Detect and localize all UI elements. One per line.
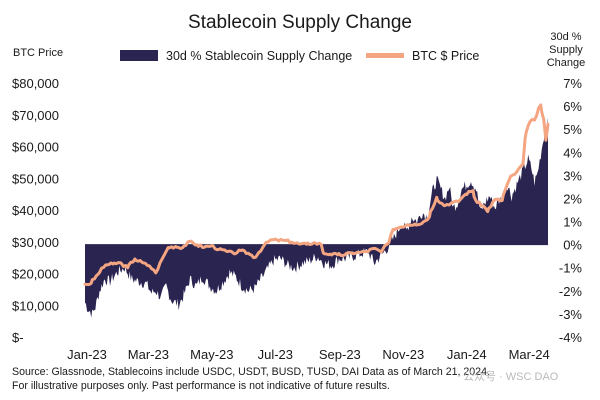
right-tick-label: 2% bbox=[563, 191, 582, 206]
left-tick-label: $50,000 bbox=[12, 171, 59, 186]
right-axis-title-line-3: Change bbox=[547, 57, 586, 69]
right-tick-label: -1% bbox=[559, 261, 583, 276]
x-tick-label: Jan-23 bbox=[67, 347, 107, 362]
left-tick-label: $80,000 bbox=[12, 76, 59, 91]
right-tick-label: 3% bbox=[563, 168, 582, 183]
right-axis-title-line-2: Supply bbox=[549, 44, 583, 56]
stablecoin-supply-area bbox=[85, 117, 548, 318]
x-tick-label: Jul-23 bbox=[258, 347, 293, 362]
chart-title: Stablecoin Supply Change bbox=[188, 12, 412, 33]
right-tick-label: -4% bbox=[559, 330, 583, 345]
legend-swatch-btc bbox=[366, 53, 404, 58]
left-tick-label: $10,000 bbox=[12, 298, 59, 313]
right-axis: 7% 6% 5% 4% 3% 2% 1% 0% -1% -2% -3% -4% bbox=[559, 76, 583, 345]
x-tick-label: May-23 bbox=[190, 347, 233, 362]
right-tick-label: 5% bbox=[563, 122, 582, 137]
x-tick-label: Jan-24 bbox=[447, 347, 487, 362]
left-tick-label: $60,000 bbox=[12, 140, 59, 155]
watermark: 公众号 · WSC DAO bbox=[463, 371, 559, 383]
x-tick-label: Nov-23 bbox=[382, 347, 424, 362]
x-tick-label: Mar-23 bbox=[128, 347, 169, 362]
right-tick-label: 4% bbox=[563, 145, 582, 160]
right-tick-label: 7% bbox=[563, 76, 582, 91]
right-tick-label: 6% bbox=[563, 99, 582, 114]
disclaimer-footnote: For illustrative purposes only. Past per… bbox=[12, 380, 390, 392]
left-tick-label: $- bbox=[12, 330, 24, 345]
x-tick-label: Mar-24 bbox=[509, 347, 550, 362]
legend-swatch-stablecoin bbox=[120, 50, 158, 61]
x-tick-label: Sep-23 bbox=[319, 347, 361, 362]
left-axis-title: BTC Price bbox=[13, 47, 63, 59]
x-axis: Jan-23 Mar-23 May-23 Jul-23 Sep-23 Nov-23 Jan-… bbox=[67, 347, 550, 362]
right-tick-label: -2% bbox=[559, 284, 583, 299]
left-tick-label: $70,000 bbox=[12, 108, 59, 123]
left-axis: $80,000 $70,000 $60,000 $50,000 $40,000 $30,0… bbox=[12, 76, 59, 345]
right-tick-label: 1% bbox=[563, 215, 582, 230]
right-axis-title-line-1: 30d % bbox=[550, 31, 581, 43]
left-tick-label: $30,000 bbox=[12, 235, 59, 250]
legend-label-btc: BTC $ Price bbox=[412, 49, 479, 63]
right-tick-label: -3% bbox=[559, 307, 583, 322]
right-tick-label: 0% bbox=[563, 238, 582, 253]
left-tick-label: $40,000 bbox=[12, 203, 59, 218]
source-footnote: Source: Glassnode, Stablecoins include U… bbox=[12, 366, 490, 378]
left-tick-label: $20,000 bbox=[12, 267, 59, 282]
btc-price-line bbox=[83, 103, 550, 286]
legend-label-stablecoin: 30d % Stablecoin Supply Change bbox=[166, 49, 352, 63]
